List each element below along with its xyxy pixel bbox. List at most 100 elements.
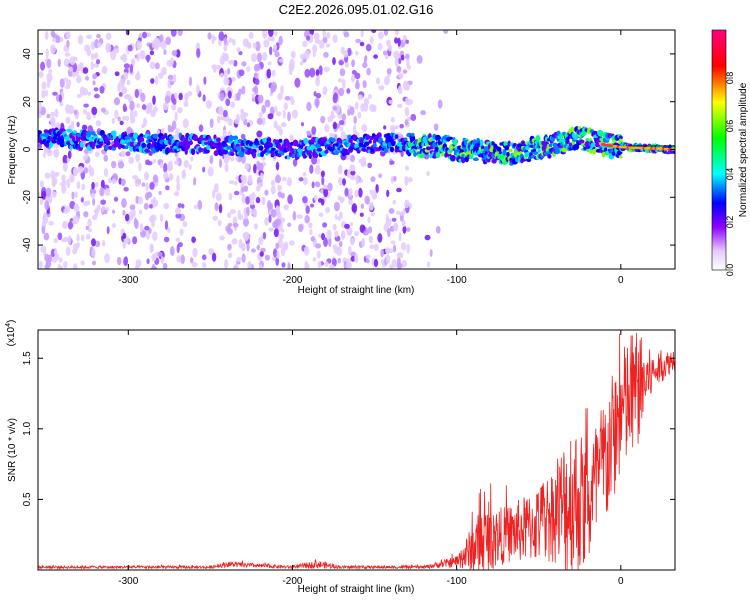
spectrogram-noise-speck [393,222,399,232]
spectrogram-noise-speck [303,245,310,256]
spectrogram-noise-speck [211,252,217,262]
spectrogram-noise-speck [338,176,343,186]
spectrogram-noise-speck [134,177,141,187]
spectrogram-noise-speck [387,44,393,52]
spectrogram-noise-speck [59,78,65,88]
spectrogram-noise-speck [242,38,249,48]
spectrogram-noise-speck [241,253,246,263]
spectrogram-noise-speck [349,164,356,172]
spectrogram-noise-speck [304,214,310,224]
spectrogram-noise-speck [188,76,193,87]
spectrogram-noise-speck [219,72,224,78]
spectrogram-noise-speck [76,121,80,128]
spectrogram-noise-speck [359,212,364,217]
spectrogram-noise-speck [388,208,395,214]
spectrogram-band-cell [440,152,445,157]
bottom-y-ticks: 0.5 1.0 1.5 [22,351,675,506]
spectrogram-noise-speck [267,113,274,120]
spectrogram-noise-speck [189,257,194,264]
spectrogram-band-cell [454,149,461,153]
spectrogram-band-cell [387,141,392,149]
spectrogram-noise-speck [360,102,365,112]
spectrogram-noise-speck [355,79,360,89]
spectrogram-noise-speck [136,102,140,109]
spectrogram-noise-speck [323,237,328,248]
spectrogram-noise-speck [176,255,182,263]
spectrogram-noise-speck [73,203,80,213]
spectrogram-noise-speck [140,92,146,103]
spectrogram-noise-speck [404,199,410,209]
spectrogram-noise-speck [117,161,125,169]
spectrogram-noise-speck [391,217,397,222]
spectrogram-noise-speck [320,170,325,178]
spectrogram-band-cell [277,143,282,150]
spectrogram-noise-speck [120,54,125,61]
spectrogram-noise-speck [196,84,200,95]
spectrogram-noise-speck [139,223,144,233]
spectrogram-band-cell [383,147,389,154]
spectrogram-noise-speck [390,240,396,245]
spectrogram-noise-speck [167,74,174,81]
spectrogram-noise-speck [209,155,214,165]
spectrogram-noise-speck [362,61,368,69]
spectrogram-noise-speck [234,180,238,186]
spectrogram-noise-speck [83,103,89,108]
spectrogram-noise-speck [255,196,261,204]
spectrogram-noise-speck [233,263,239,269]
spectrogram-noise-speck [367,162,373,169]
spectrogram-noise-speck [116,256,122,266]
spectrogram-noise-speck [182,118,189,129]
spectrogram-noise-speck [212,64,217,73]
spectrogram-noise-speck [207,32,212,40]
spectrogram-noise-speck [309,67,316,78]
spectrogram-noise-speck [316,75,320,83]
spectrogram-band-cell [604,147,608,153]
spectrogram-noise-speck [163,49,167,56]
spectrogram-noise-speck [58,265,64,269]
spectrogram-noise-speck [197,199,203,210]
spectrogram-noise-speck [361,124,368,133]
spectrogram-noise-speck [54,249,58,256]
spectrogram-noise-speck [323,188,329,198]
spectrogram-noise-speck [322,30,326,38]
spectrogram-noise-speck [100,179,105,189]
spectrogram-noise-speck [267,199,272,210]
spectrogram-noise-speck [350,255,356,262]
spectrogram-noise-speck [396,210,401,215]
spectrogram-noise-speck [284,95,291,101]
spectrogram-noise-speck [218,31,225,41]
spectrogram-noise-speck [191,236,196,243]
spectrogram-noise-speck [153,106,158,113]
spectrogram-noise-speck [254,78,260,86]
colorbar-tick-label: 0.6 [725,120,735,133]
spectrogram-noise-speck [393,244,397,253]
spectrogram-noise-speck [211,34,215,45]
spectrogram-noise-speck [103,154,109,162]
spectrogram-noise-speck [175,127,180,138]
spectrogram-noise-speck [138,209,143,215]
spectrogram-band-cell [251,148,257,154]
spectrogram-noise-speck [50,112,56,117]
spectrogram-band-cell [555,146,560,151]
spectrogram-noise-speck [96,42,102,48]
spectrogram-noise-speck [396,252,401,258]
spectrogram-noise-speck [170,30,177,37]
spectrogram-noise-speck [275,242,280,250]
spectrogram-noise-speck [217,219,222,227]
spectrogram-noise-speck [161,66,167,76]
spectrogram-noise-speck [375,77,380,85]
spectrogram-noise-speck [212,215,219,221]
spectrogram-noise-speck [187,90,193,97]
spectrogram-noise-speck [136,40,142,51]
spectrogram-noise-speck [332,223,337,231]
spectrogram-noise-speck [73,166,77,177]
spectrogram-band-cell [99,142,103,147]
spectrogram-noise-speck [83,211,89,218]
spectrogram-noise-speck [253,85,259,95]
spectrogram-noise-speck [366,67,371,76]
spectrogram-band-cell [289,147,295,152]
spectrogram-band-cell [66,128,73,133]
spectrogram-noise-speck [215,65,222,70]
spectrogram-noise-speck [76,75,82,84]
spectrogram-noise-speck [424,234,431,241]
